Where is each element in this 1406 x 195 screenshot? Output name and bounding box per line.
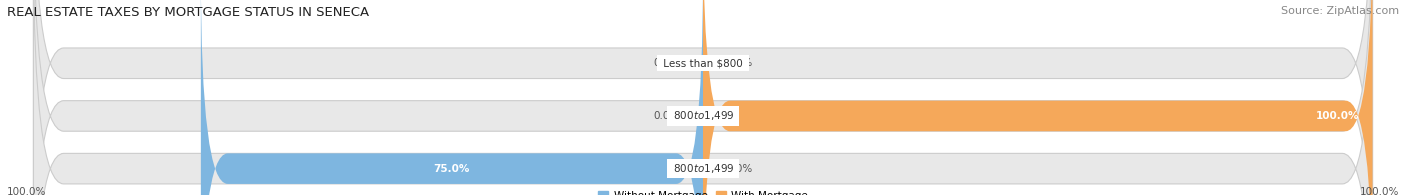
FancyBboxPatch shape bbox=[201, 0, 703, 195]
Text: 0.0%: 0.0% bbox=[727, 164, 752, 174]
Text: 0.0%: 0.0% bbox=[727, 58, 752, 68]
Text: 75.0%: 75.0% bbox=[433, 164, 470, 174]
Text: Source: ZipAtlas.com: Source: ZipAtlas.com bbox=[1281, 6, 1399, 16]
Text: Less than $800: Less than $800 bbox=[659, 58, 747, 68]
Text: REAL ESTATE TAXES BY MORTGAGE STATUS IN SENECA: REAL ESTATE TAXES BY MORTGAGE STATUS IN … bbox=[7, 6, 368, 19]
FancyBboxPatch shape bbox=[34, 0, 1372, 195]
FancyBboxPatch shape bbox=[34, 0, 1372, 195]
Text: 100.0%: 100.0% bbox=[1360, 187, 1399, 195]
Text: 0.0%: 0.0% bbox=[654, 111, 679, 121]
Text: 0.0%: 0.0% bbox=[654, 58, 679, 68]
Text: $800 to $1,499: $800 to $1,499 bbox=[671, 109, 735, 122]
Text: $800 to $1,499: $800 to $1,499 bbox=[671, 162, 735, 175]
FancyBboxPatch shape bbox=[34, 0, 1372, 195]
Legend: Without Mortgage, With Mortgage: Without Mortgage, With Mortgage bbox=[593, 187, 813, 195]
Text: 100.0%: 100.0% bbox=[7, 187, 46, 195]
Text: 100.0%: 100.0% bbox=[1316, 111, 1360, 121]
FancyBboxPatch shape bbox=[703, 0, 1372, 195]
